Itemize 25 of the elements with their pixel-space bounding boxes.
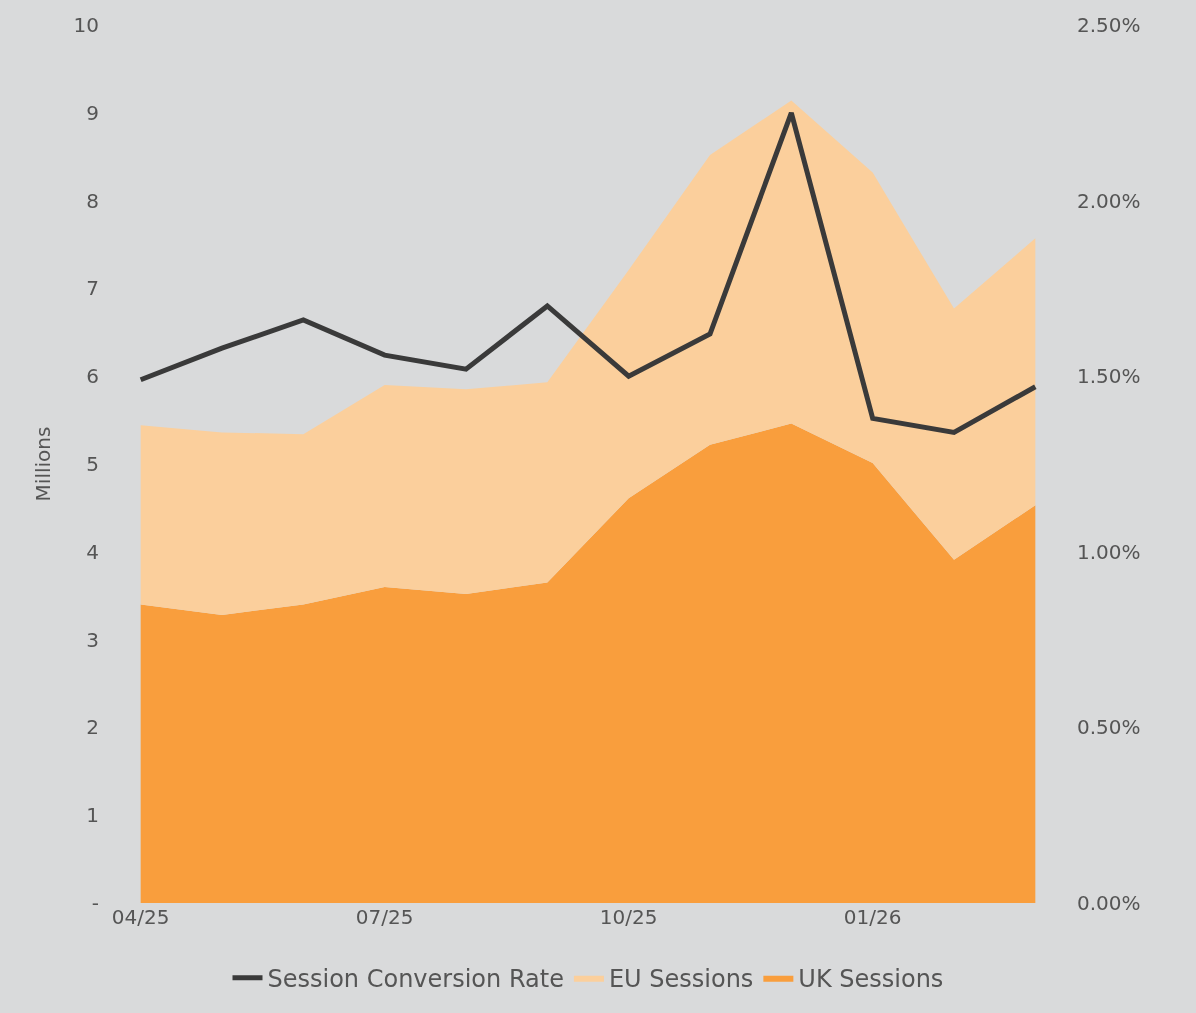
- y-axis-title: Millions: [31, 426, 55, 502]
- legend-label: Session Conversion Rate: [267, 965, 564, 994]
- y-tick-label: -: [91, 891, 99, 915]
- y-tick-label: 7: [86, 276, 99, 301]
- y2-tick-label: 1.50%: [1077, 364, 1141, 389]
- x-tick-label: 01/26: [843, 905, 902, 929]
- y-tick-label: 8: [86, 188, 99, 213]
- y-tick-label: 2: [86, 715, 99, 740]
- x-tick-label: 04/25: [111, 905, 170, 929]
- y-tick-label: 1: [86, 803, 99, 828]
- y2-tick-label: 0.50%: [1077, 715, 1141, 740]
- y2-tick-label: 0.00%: [1077, 891, 1141, 915]
- legend-label: EU Sessions: [608, 965, 754, 994]
- x-tick-label: 07/25: [355, 905, 414, 929]
- y-tick-label: 3: [86, 627, 99, 652]
- y-tick-label: 6: [86, 364, 99, 389]
- legend-label: UK Sessions: [798, 965, 944, 994]
- y-tick-label: 5: [86, 452, 99, 476]
- y2-tick-label: 2.50%: [1077, 13, 1141, 37]
- y-tick-label: 10: [73, 13, 99, 37]
- y-tick-label: 4: [86, 539, 99, 564]
- x-tick-label: 10/25: [599, 905, 658, 929]
- y-tick-label: 9: [86, 100, 99, 125]
- y2-tick-label: 1.00%: [1077, 539, 1141, 564]
- y2-tick-label: 2.00%: [1077, 188, 1141, 213]
